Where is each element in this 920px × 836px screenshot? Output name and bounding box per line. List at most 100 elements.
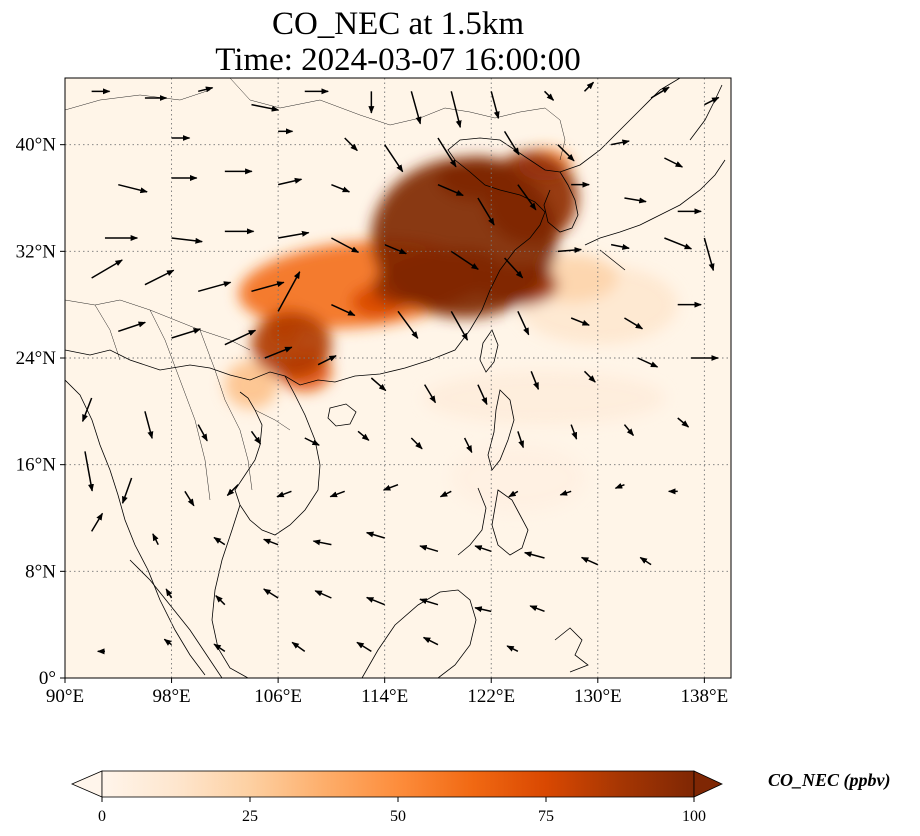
wind-arrow [664,157,684,168]
colorbar-tick-label: 50 [390,808,406,825]
colorbar-tick-label: 0 [98,808,106,825]
wind-arrow [251,281,285,293]
wind-arrow [477,197,495,226]
wind-arrow [224,329,257,346]
wind-arrow [90,512,104,532]
wind-arrow [650,86,670,99]
wind-arrow [397,310,419,339]
co-plume [437,156,518,200]
colorbar-tick-label: 75 [538,808,554,825]
wind-arrow [226,484,239,496]
wind-arrow [314,590,332,599]
wind-arrow [523,551,545,559]
wind-arrow [304,437,320,446]
lon-tick-label: 106°E [254,686,302,707]
wind-arrow [490,91,500,120]
lon-tick-label: 98°E [152,686,190,707]
wind-arrow [91,259,123,279]
colorbar-tick-label: 100 [682,808,706,825]
lon-tick-label: 114°E [361,686,408,707]
wind-arrow [477,384,488,406]
co-plume [224,360,279,409]
colorbar-tick-label: 25 [242,808,258,825]
wind-arrow [437,137,457,168]
map-frame [64,77,732,679]
lat-tick-label: 16°N [16,455,57,476]
lat-tick-label: 40°N [16,135,57,156]
wind-arrow [410,437,423,450]
wind-arrow [419,598,439,606]
wind-arrow [331,237,360,254]
wind-arrow [437,183,464,197]
wind-arrow [118,183,148,194]
wind-arrow [197,281,232,293]
wind-arrow [331,183,351,193]
wind-arrow [506,645,519,653]
co-plume [371,158,558,318]
lat-tick-label: 8°N [25,561,56,582]
wind-arrow [163,638,173,646]
wind-arrow [419,544,439,553]
wind-arrow [213,643,226,652]
wind-arrow [529,605,545,613]
wind-arrow [624,317,644,330]
wind-arrow [382,483,399,491]
wind-arrow [171,237,203,244]
wind-arrow [704,96,720,106]
wind-arrow [276,490,292,498]
wind-arrow [580,556,599,566]
colorbar: 0 25 50 75 100 [70,770,723,825]
wind-arrow [165,588,173,599]
wind-arrow [559,489,572,496]
coastline-visayas-mindanao [457,487,529,556]
coastline-taiwan [479,329,499,373]
wind-arrow [664,237,693,250]
wind-arrow [474,606,492,613]
wind-arrow [610,139,630,146]
wind-arrow [263,588,279,599]
wind-arrow [250,430,262,445]
wind-arrow [277,230,310,239]
wind-arrow [312,539,332,546]
colorbar-extend-max [693,770,723,798]
wind-arrow [152,533,159,546]
wind-arrow [213,536,226,546]
coastlines [65,78,726,678]
wind-arrow [171,328,202,339]
wind-arrow [356,641,372,652]
wind-arrow [703,237,715,272]
wind-arrow [197,424,208,442]
longitude-ticks: 90°E 98°E 106°E 114°E 122°E 130°E 138°E [46,678,728,707]
colorbar-extend-min [70,770,103,798]
co-plume [424,371,665,425]
coastline-borneo [361,589,477,678]
wind-arrow [344,137,358,152]
coastline-hainan [327,403,357,427]
coastline-korea [543,171,579,233]
wind-arrow [637,357,659,368]
map-background [65,78,731,678]
wind-arrow [677,417,690,428]
wind-arrow [639,556,652,566]
title-time: Time: 2024-03-07 16:00:00 [215,42,581,78]
wind-arrow [463,437,473,454]
wind-arrow [198,86,214,93]
wind-arrow [264,346,293,359]
wind-arrow [317,354,337,366]
lon-tick-label: 90°E [46,686,84,707]
wind-arrow [439,490,452,498]
wind-arrow [610,243,630,250]
wind-arrow [474,545,492,553]
wind-arrow [357,430,370,441]
wind-arrow [557,144,575,162]
wind-arrow [583,370,596,383]
wind-arrow [450,250,479,270]
colorbar-label: CO_NEC (ppbv) [768,770,891,790]
colorbar-body [101,770,695,798]
wind-arrow [557,247,582,254]
coastline-sulawesi [554,627,589,673]
lat-tick-label: 24°N [16,348,57,369]
co-plume [451,444,585,512]
wind-arrow [450,310,469,341]
